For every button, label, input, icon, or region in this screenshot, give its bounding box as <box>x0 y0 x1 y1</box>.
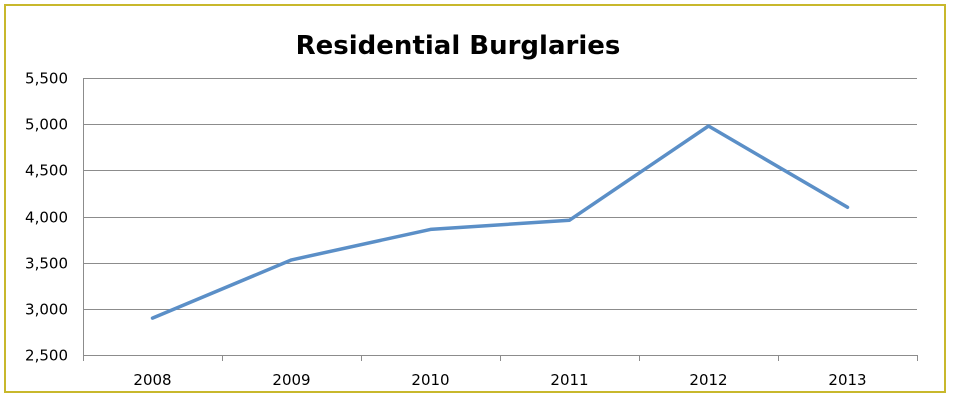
y-tick-label: 2,500 <box>25 347 68 365</box>
x-tick-label-2010: 2010 <box>411 371 449 389</box>
x-tick-label-2013: 2013 <box>828 371 866 389</box>
series-group <box>150 124 850 320</box>
x-tick-label-2011: 2011 <box>550 371 588 389</box>
y-axis-ticks: 2,500 3,000 3,500 4,000 4,500 5,000 5,500 <box>25 70 68 365</box>
y-tick-label: 4,000 <box>25 209 68 227</box>
y-tick-label: 4,500 <box>25 162 68 180</box>
x-tick-label-2009: 2009 <box>272 371 310 389</box>
chart-title: Residential Burglaries <box>296 31 621 61</box>
x-axis <box>83 78 918 361</box>
chart-frame <box>4 4 946 393</box>
y-tick-label: 3,000 <box>25 301 68 319</box>
y-tick-label: 5,000 <box>25 116 68 134</box>
x-axis-ticks: 2008 2009 2010 2011 2012 2013 <box>133 371 866 389</box>
x-tick-label-2008: 2008 <box>133 371 171 389</box>
gridlines <box>83 78 917 310</box>
x-tick-label-2012: 2012 <box>689 371 727 389</box>
y-tick-label: 3,500 <box>25 255 68 273</box>
series-line-0 <box>150 124 850 320</box>
y-tick-label: 5,500 <box>25 70 68 88</box>
